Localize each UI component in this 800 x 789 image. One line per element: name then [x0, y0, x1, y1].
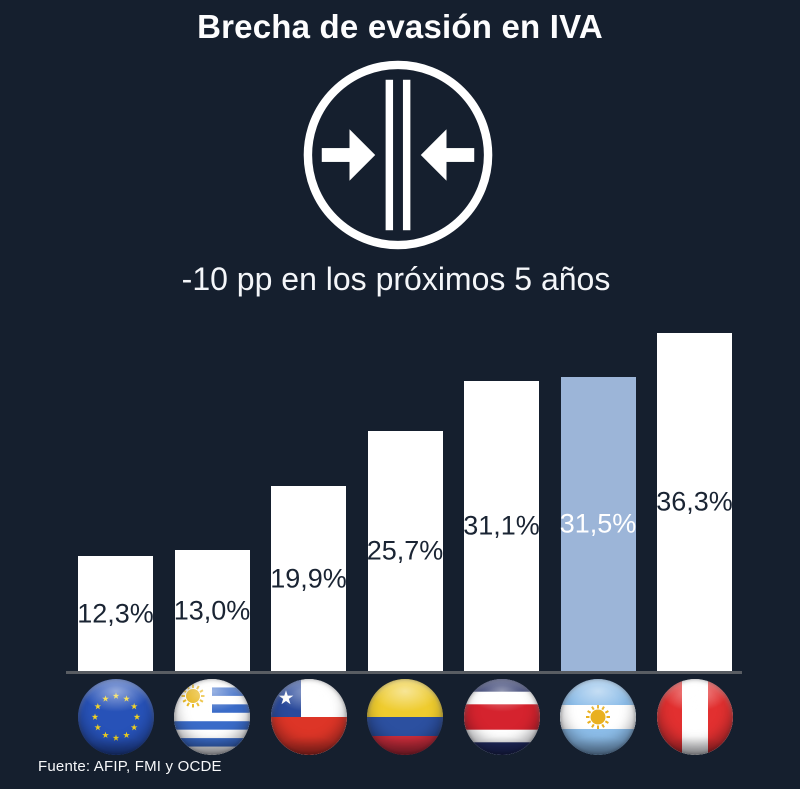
bar-value-label: 31,5% [559, 508, 637, 539]
peru-flag-icon [656, 679, 733, 755]
bar-value-label: 25,7% [366, 535, 444, 566]
bar-union-europea: 12,3% [77, 556, 154, 671]
compress-circle [303, 60, 493, 250]
left-arrow [321, 129, 376, 181]
bar-chile: 19,9% [270, 486, 347, 671]
uruguay-flag-icon [174, 679, 250, 755]
bar-colombia: 25,7% [366, 431, 444, 671]
argentina-flag-icon [560, 679, 636, 755]
eu-flag-icon [77, 679, 154, 755]
bar-value-label: 13,0% [173, 595, 251, 625]
chile-flag-icon [270, 679, 347, 755]
subtitle-text: -10 pp en los próximos 5 años [181, 261, 611, 297]
bar-costa-rica: 31,1% [463, 381, 540, 671]
bar-argentina: 31,5% [559, 377, 637, 671]
colombia-flag-icon [367, 679, 443, 755]
divider-lines [385, 79, 411, 231]
axis-line [66, 671, 742, 674]
bar-peru: 36,3% [656, 333, 733, 671]
source-note: Fuente: AFIP, FMI y OCDE [38, 758, 222, 775]
costa-rica-flag-icon [463, 679, 540, 755]
bar-value-label: 31,1% [463, 510, 540, 541]
bar-value-label: 12,3% [77, 598, 154, 628]
compress-arrows-svg [303, 60, 493, 250]
right-arrow [420, 129, 475, 181]
bar-uruguay: 13,0% [173, 550, 251, 671]
page-title: Brecha de evasión en IVA [197, 8, 603, 45]
bar-value-label: 19,9% [270, 563, 347, 593]
compress-arrows-icon [298, 56, 498, 254]
bar-value-label: 36,3% [656, 486, 733, 517]
